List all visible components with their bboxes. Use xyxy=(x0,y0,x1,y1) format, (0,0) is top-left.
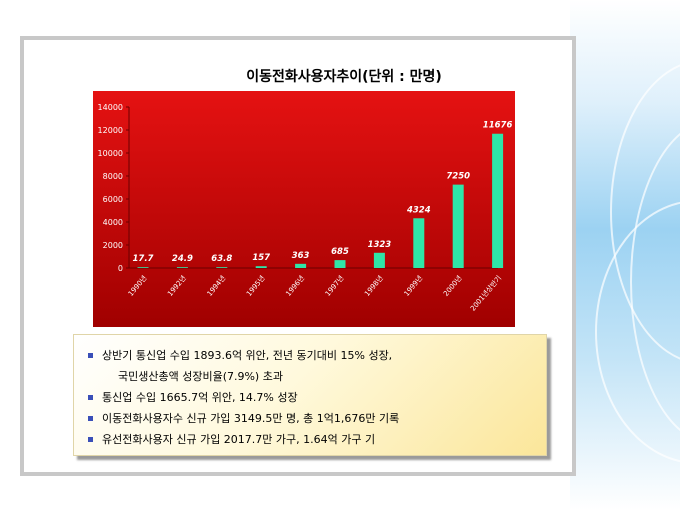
bullet-text: 국민생산총액 성장비율(7.9%) 초과 xyxy=(118,370,283,383)
plot-background xyxy=(93,91,515,327)
y-tick-label: 6000 xyxy=(103,195,123,204)
bar xyxy=(452,184,464,268)
y-tick-label: 4000 xyxy=(103,218,123,227)
bullet-item: 상반기 통신업 수입 1893.6억 위안, 전년 동기대비 15% 성장, xyxy=(88,345,546,366)
bar xyxy=(255,266,267,268)
bullet-text: 통신업 수입 1665.7억 위안, 14.7% 성장 xyxy=(102,391,298,404)
bullet-continuation: 국민생산총액 성장비율(7.9%) 초과 xyxy=(88,366,546,387)
bullet-marker-icon xyxy=(88,416,93,421)
bar-value-label: 4324 xyxy=(406,205,431,215)
y-tick-label: 2000 xyxy=(103,241,123,250)
bar-chart: 0 2000 4000 6000 8000 10000 12000 14000 17.7 24.… xyxy=(93,91,515,327)
y-tick-label: 14000 xyxy=(98,103,123,112)
bar-value-label: 363 xyxy=(292,251,310,261)
bullet-text: 유선전화사용자 신규 가입 2017.7만 가구, 1.64억 가구 기 xyxy=(102,433,376,446)
bullet-marker-icon xyxy=(88,437,93,442)
bar-value-label: 157 xyxy=(252,253,270,263)
bar xyxy=(216,267,228,268)
bullet-list: 상반기 통신업 수입 1893.6억 위안, 전년 동기대비 15% 성장, 국민… xyxy=(74,335,546,450)
bar-value-label: 63.8 xyxy=(211,254,232,264)
bar xyxy=(176,267,188,268)
bar xyxy=(373,252,385,268)
bar-value-label: 17.7 xyxy=(133,254,154,264)
bullet-marker-icon xyxy=(88,395,93,400)
bar xyxy=(492,133,504,268)
y-tick-label: 0 xyxy=(118,264,123,273)
y-tick-label: 12000 xyxy=(98,126,123,135)
summary-bullet-box: 상반기 통신업 수입 1893.6억 위안, 전년 동기대비 15% 성장, 국민… xyxy=(73,334,547,456)
decorative-background-swoosh xyxy=(570,0,680,510)
bar-value-label: 1323 xyxy=(368,240,392,250)
bullet-item: 통신업 수입 1665.7억 위안, 14.7% 성장 xyxy=(88,387,546,408)
bullet-marker-icon xyxy=(88,353,93,358)
bullet-item: 이동전화사용자수 신규 가입 3149.5만 명, 총 1억1,676만 기록 xyxy=(88,408,546,429)
bullet-text: 상반기 통신업 수입 1893.6억 위안, 전년 동기대비 15% 성장, xyxy=(102,349,393,362)
chart-title: 이동전화사용자추이(단위 : 만명) xyxy=(246,69,442,85)
bar xyxy=(334,260,346,268)
bullet-item: 유선전화사용자 신규 가입 2017.7만 가구, 1.64억 가구 기 xyxy=(88,429,546,450)
bar-value-label: 11676 xyxy=(483,121,513,131)
bar xyxy=(137,267,149,268)
bar xyxy=(413,218,425,268)
y-tick-label: 8000 xyxy=(103,172,123,181)
bullet-text: 이동전화사용자수 신규 가입 3149.5만 명, 총 1억1,676만 기록 xyxy=(102,412,400,425)
y-tick-label: 10000 xyxy=(98,149,123,158)
bar xyxy=(295,263,307,268)
bar-value-label: 24.9 xyxy=(172,254,193,264)
bar-value-label: 685 xyxy=(331,247,349,257)
bar-value-label: 7250 xyxy=(446,172,470,182)
